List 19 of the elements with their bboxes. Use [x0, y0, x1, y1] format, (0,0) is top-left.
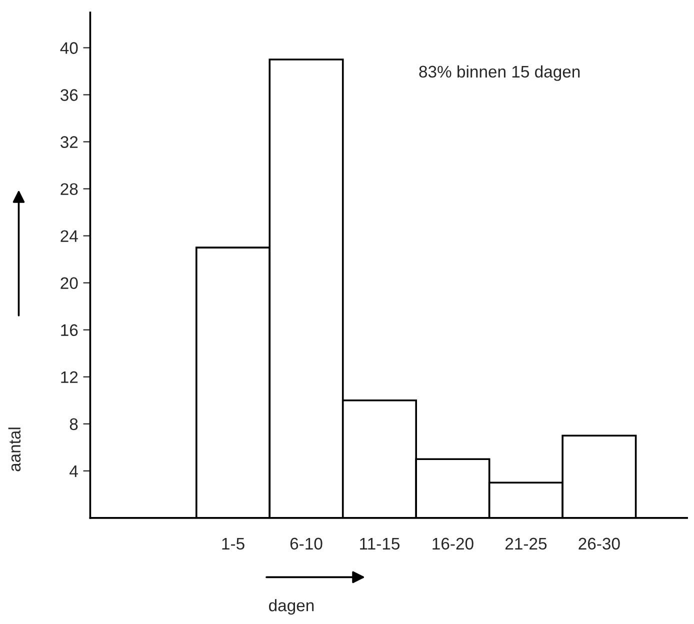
y-tick-label: 28 — [60, 183, 78, 195]
x-tick-label: 6-10 — [290, 538, 322, 550]
y-tick-label: 12 — [61, 371, 78, 383]
x-tick-label: 21-25 — [505, 538, 547, 550]
y-axis-title: aantal — [8, 428, 21, 472]
y-tick-label: 32 — [60, 136, 78, 148]
y-tick-label: 36 — [60, 89, 78, 101]
y-tick-label: 16 — [61, 324, 78, 336]
y-tick-label: 20 — [60, 277, 78, 290]
x-tick-label: 1-5 — [222, 538, 244, 550]
y-tick-label: 4 — [70, 465, 78, 477]
y-tick-label: 24 — [60, 230, 78, 242]
x-axis-title: dagen — [269, 599, 314, 615]
annotation: 83% binnen 15 dagen — [419, 65, 580, 81]
y-tick-label: 8 — [70, 418, 78, 430]
y-tick-label: 40 — [60, 42, 78, 54]
x-tick-label: 16-20 — [432, 538, 474, 550]
x-tick-label: 11-15 — [360, 538, 400, 550]
x-tick-label: 26-30 — [578, 538, 620, 550]
